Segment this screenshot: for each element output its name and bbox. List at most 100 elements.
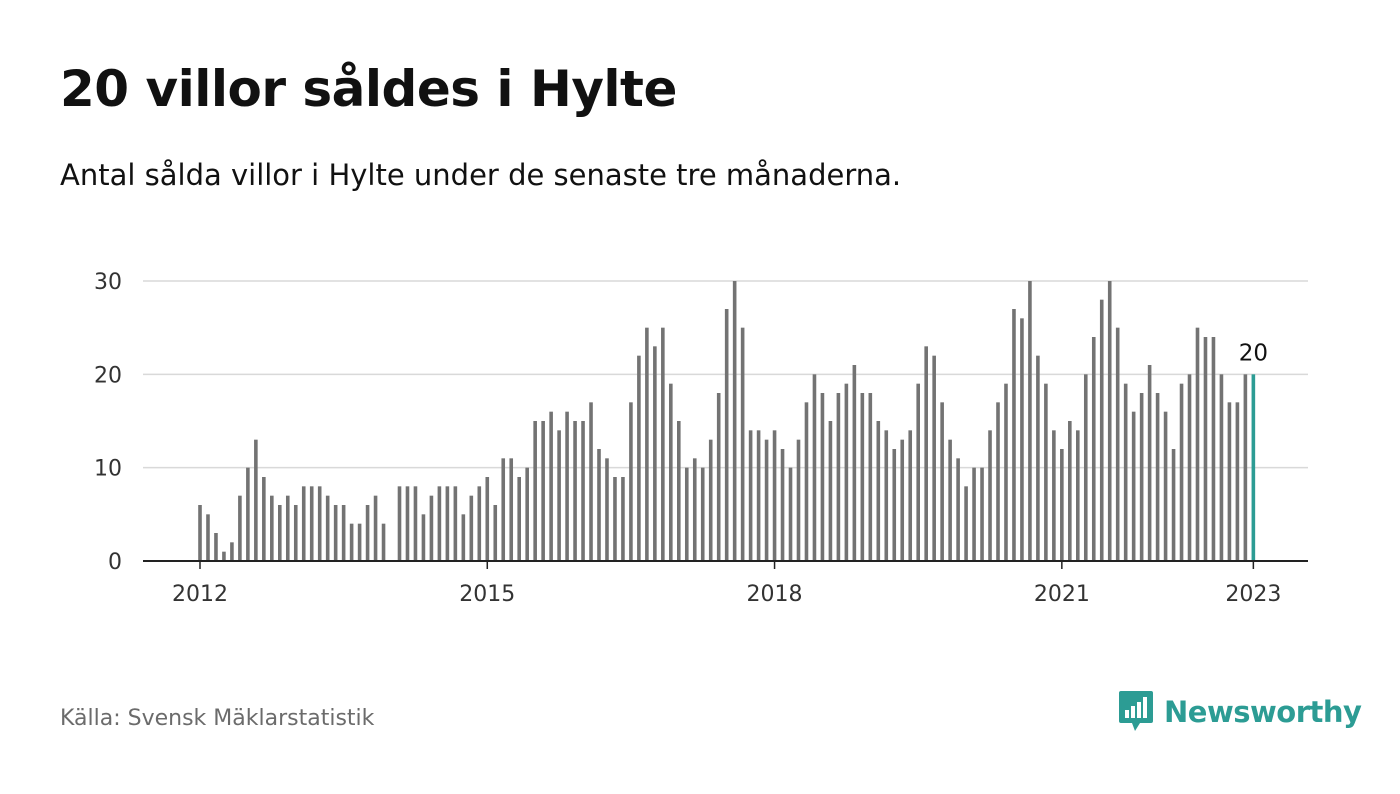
bar (285, 495, 290, 561)
bar (653, 346, 657, 561)
bar-highlight (1251, 374, 1256, 561)
bar (1107, 281, 1112, 561)
bar-chart: 0 10 20 30 20 2012 2015 2018 2021 2023 (94, 270, 1308, 607)
bar (868, 393, 873, 561)
bar (996, 402, 1000, 561)
bar (1211, 337, 1216, 561)
bar (317, 486, 322, 561)
bar (916, 383, 920, 561)
bar (1044, 383, 1048, 561)
bar (1203, 337, 1208, 561)
bar (1219, 374, 1224, 561)
bar (1060, 449, 1064, 561)
bar (724, 309, 729, 561)
bar (365, 505, 370, 561)
source-note: Källa: Svensk Mäklarstatistik (60, 706, 375, 731)
bar (278, 505, 282, 561)
chart-subtitle: Antal sålda villor i Hylte under de sena… (60, 158, 902, 192)
bar (1076, 430, 1080, 561)
bar (333, 505, 338, 561)
bar (605, 458, 609, 561)
bar (429, 495, 434, 561)
bar (1179, 383, 1184, 561)
bar (700, 467, 705, 561)
bar (613, 477, 617, 561)
bar (637, 355, 641, 561)
bar (597, 449, 601, 561)
bar (509, 458, 514, 561)
bar (1147, 365, 1152, 561)
bar (557, 430, 561, 561)
bar (1243, 374, 1248, 561)
bar (836, 393, 841, 561)
bar (669, 383, 673, 561)
bar (844, 383, 849, 561)
bar (541, 421, 545, 561)
brand-name: Newsworthy (1164, 695, 1362, 729)
bar (421, 514, 426, 561)
bar (972, 467, 976, 561)
bar (940, 402, 944, 561)
bar (405, 486, 410, 561)
bar (214, 533, 218, 561)
bar (1091, 337, 1096, 561)
bar (980, 467, 984, 561)
bars (198, 281, 1256, 561)
bar (828, 421, 833, 561)
bar (908, 430, 913, 561)
bar (788, 467, 793, 561)
bar (206, 514, 210, 561)
bar (772, 430, 777, 561)
bar (1187, 374, 1192, 561)
bar (1028, 281, 1032, 561)
bar (397, 486, 402, 561)
newsworthy-logo-icon (1119, 691, 1153, 731)
bar (748, 430, 753, 561)
bar (820, 393, 825, 561)
bar (1195, 327, 1200, 561)
bar (1171, 449, 1176, 561)
bar (716, 393, 721, 561)
bar (246, 467, 250, 561)
bar (708, 439, 713, 561)
bar (948, 439, 952, 561)
bar (581, 421, 585, 561)
bar (309, 486, 314, 561)
bar (453, 486, 458, 561)
y-tick-label: 20 (94, 363, 122, 388)
bar (477, 486, 482, 561)
bar (565, 411, 569, 561)
bar (1036, 355, 1040, 561)
bar (780, 449, 785, 561)
bar (621, 477, 625, 561)
bar (1115, 327, 1120, 561)
bar (501, 458, 506, 561)
bar (1131, 411, 1136, 561)
x-tick-label: 2015 (459, 582, 515, 607)
bar (740, 327, 745, 561)
bar (924, 346, 928, 561)
bar (293, 505, 298, 561)
bar (573, 421, 577, 561)
bar (238, 495, 242, 561)
bar (301, 486, 306, 561)
bar (357, 523, 362, 561)
bar (900, 439, 905, 561)
y-tick-label: 30 (94, 270, 122, 295)
bar (804, 402, 809, 561)
bar (756, 430, 761, 561)
bar (485, 477, 490, 561)
bar (517, 477, 521, 561)
x-tick-label: 2012 (172, 582, 228, 607)
bar (956, 458, 960, 561)
bar (349, 523, 354, 561)
bar (661, 327, 665, 561)
bar (629, 402, 633, 561)
bar (270, 495, 274, 561)
bar (852, 365, 857, 561)
bar (589, 402, 593, 561)
bar (1235, 402, 1240, 561)
bar (812, 374, 817, 561)
bar (493, 505, 498, 561)
tick-labels: 0 10 20 30 20 2012 2015 2018 2021 2023 (94, 270, 1281, 607)
